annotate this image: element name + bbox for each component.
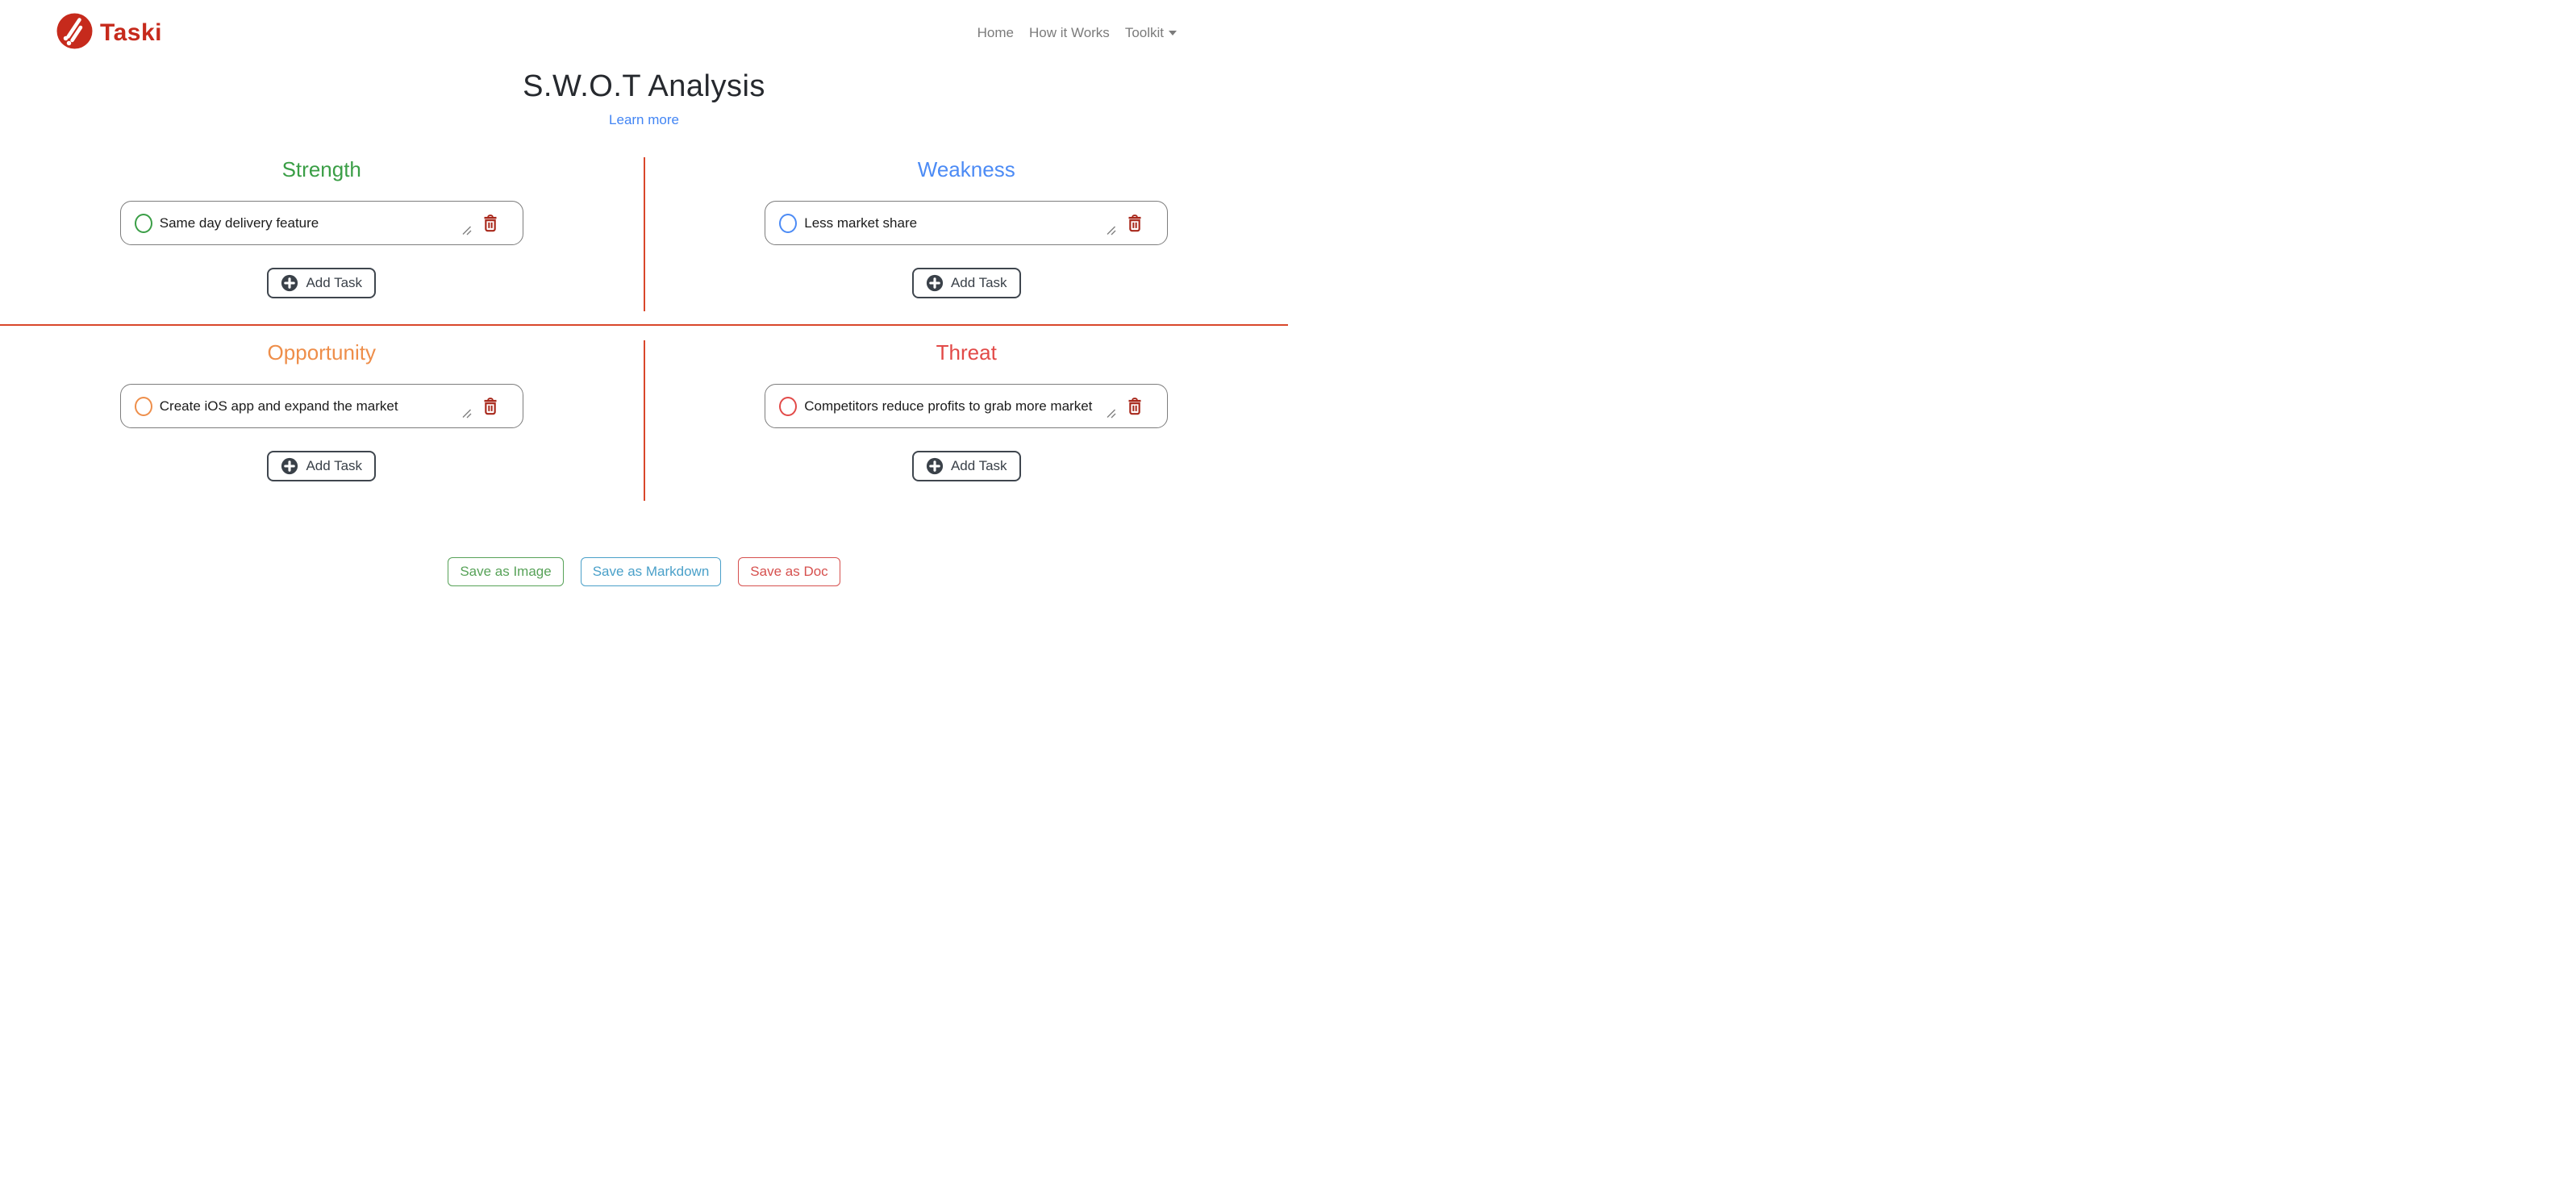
nav-toolkit-label: Toolkit [1124, 25, 1164, 40]
save-as-image-button[interactable]: Save as Image [448, 557, 564, 586]
quadrant-title: Opportunity [267, 340, 376, 365]
task-input[interactable]: Less market share [804, 204, 1117, 242]
brand[interactable]: Taski [56, 13, 162, 53]
header: Taski Home How it Works Toolkit [0, 0, 1288, 53]
add-task-label: Add Task [950, 458, 1007, 473]
plus-icon [926, 274, 944, 292]
add-task-label: Add Task [306, 458, 363, 473]
main-nav: Home How it Works Toolkit [977, 25, 1177, 41]
task-card: Same day delivery feature [119, 201, 523, 245]
learn-more-link[interactable]: Learn more [609, 112, 679, 127]
task-card: Less market share [765, 201, 1169, 245]
quadrant-strength: Strength Same day delivery feature [0, 157, 644, 311]
task-status-circle[interactable] [779, 213, 798, 233]
plus-icon [926, 457, 944, 475]
add-task-button[interactable]: Add Task [911, 268, 1021, 298]
save-as-doc-button[interactable]: Save as Doc [738, 557, 840, 586]
delete-task-button[interactable] [482, 397, 498, 415]
vertical-divider [643, 157, 645, 311]
vertical-divider [643, 340, 645, 501]
task-input[interactable]: Same day delivery feature [159, 204, 472, 242]
brand-name: Taski [100, 19, 162, 46]
save-as-markdown-button[interactable]: Save as Markdown [580, 557, 722, 586]
taski-logo-icon [56, 13, 93, 53]
trash-icon [1128, 398, 1141, 415]
task-status-circle[interactable] [779, 396, 798, 416]
plus-icon [281, 274, 298, 292]
task-card: Competitors reduce profits to grab more … [765, 384, 1169, 428]
nav-toolkit-dropdown[interactable]: Toolkit [1125, 25, 1177, 41]
plus-icon [281, 457, 298, 475]
trash-icon [484, 215, 497, 232]
delete-task-button[interactable] [482, 214, 498, 232]
add-task-button[interactable]: Add Task [911, 451, 1021, 481]
horizontal-divider [0, 324, 1288, 326]
task-input[interactable]: Create iOS app and expand the market [159, 387, 472, 425]
swot-grid: Strength Same day delivery feature [0, 157, 1288, 501]
delete-task-button[interactable] [1127, 214, 1143, 232]
nav-home[interactable]: Home [977, 25, 1014, 40]
quadrant-title: Threat [936, 340, 997, 365]
nav-how-it-works[interactable]: How it Works [1029, 25, 1110, 40]
add-task-label: Add Task [306, 275, 363, 290]
add-task-button[interactable]: Add Task [267, 268, 377, 298]
task-input[interactable]: Competitors reduce profits to grab more … [804, 387, 1117, 425]
quadrant-title: Strength [281, 157, 361, 181]
delete-task-button[interactable] [1127, 397, 1143, 415]
add-task-label: Add Task [950, 275, 1007, 290]
page-title: S.W.O.T Analysis [523, 69, 765, 103]
trash-icon [1128, 215, 1141, 232]
add-task-button[interactable]: Add Task [267, 451, 377, 481]
trash-icon [484, 398, 497, 415]
task-status-circle[interactable] [134, 213, 152, 233]
quadrant-title: Weakness [917, 157, 1015, 181]
quadrant-weakness: Weakness Less market share [645, 157, 1289, 311]
chevron-down-icon [1169, 31, 1177, 35]
task-card: Create iOS app and expand the market [119, 384, 523, 428]
quadrant-threat: Threat Competitors reduce profits to gra… [645, 340, 1289, 501]
task-status-circle[interactable] [134, 396, 152, 416]
quadrant-opportunity: Opportunity Create iOS app and expand th… [0, 340, 644, 501]
save-actions: Save as Image Save as Markdown Save as D… [0, 557, 1288, 598]
